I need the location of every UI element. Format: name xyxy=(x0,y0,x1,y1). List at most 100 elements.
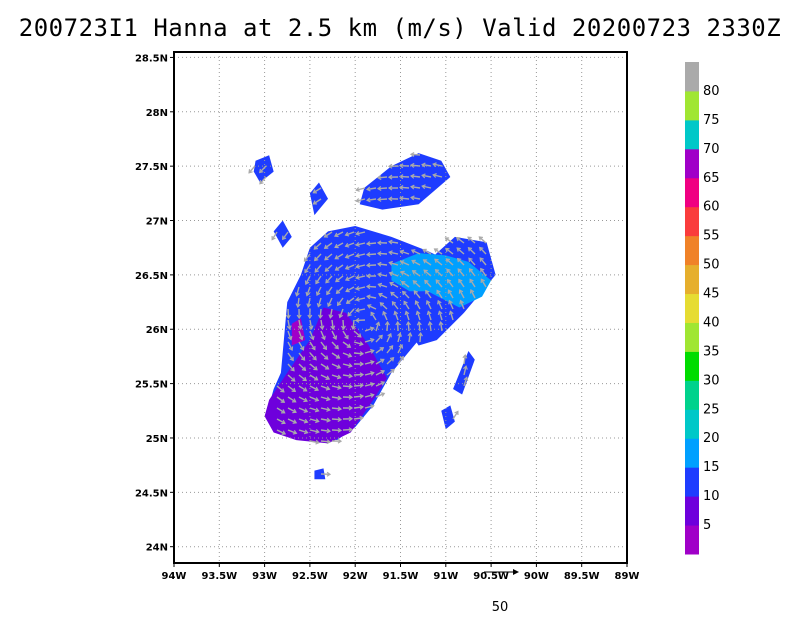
wind-vector xyxy=(320,330,326,340)
wind-vector xyxy=(320,374,330,380)
colorbar-label: 50 xyxy=(703,258,720,273)
wind-vector-head xyxy=(312,189,317,194)
wind-vector-head xyxy=(425,299,431,305)
wind-vector-head xyxy=(370,348,375,354)
wind-vector-head xyxy=(344,265,350,270)
wind-vector-head xyxy=(286,325,292,330)
wind-vector xyxy=(304,264,311,273)
wind-vector xyxy=(375,322,380,332)
colorbar-swatch xyxy=(685,380,699,410)
colorbar-label: 65 xyxy=(703,171,720,186)
wind-vector xyxy=(480,268,487,277)
wind-vector-head xyxy=(398,195,404,201)
wind-vector-head xyxy=(359,341,364,347)
wind-vector xyxy=(287,429,297,434)
wind-vector xyxy=(356,242,366,246)
wind-vector-head xyxy=(304,268,309,274)
wind-vector-head xyxy=(366,197,371,203)
wind-vector xyxy=(364,383,374,387)
wind-vector xyxy=(334,242,344,248)
wind-vector xyxy=(298,330,303,340)
wind-vector-head xyxy=(378,292,383,298)
wind-vector xyxy=(445,247,454,255)
wind-vector xyxy=(331,363,341,369)
lon-tick-label: 92W xyxy=(343,571,368,582)
wind-vector xyxy=(389,261,399,266)
lon-tick-label: 91.5W xyxy=(383,571,419,582)
wind-vector xyxy=(287,407,297,413)
wind-vector-head xyxy=(325,375,331,381)
wind-vector xyxy=(345,264,355,270)
wind-vector-head xyxy=(398,163,404,169)
wind-vector xyxy=(345,242,355,247)
colorbar-swatch xyxy=(685,496,699,526)
wind-vector xyxy=(356,286,366,290)
wind-vector-head xyxy=(355,275,360,280)
wind-vector-head xyxy=(409,173,415,179)
wind-vector xyxy=(347,308,355,317)
colorbar-swatch xyxy=(685,148,699,179)
wind-vector-head xyxy=(436,289,441,295)
wind-vector xyxy=(382,311,388,321)
wind-vector-head xyxy=(359,404,365,410)
wind-vector xyxy=(345,286,355,293)
wind-vector xyxy=(303,253,311,262)
wind-vector-head xyxy=(317,314,323,320)
wind-vector xyxy=(298,363,306,371)
wind-vector xyxy=(295,286,300,296)
wind-vector-head xyxy=(357,333,362,338)
wind-vector-head xyxy=(397,332,402,337)
wind-vector xyxy=(447,279,454,288)
wind-vector-head xyxy=(478,236,484,241)
wind-vector xyxy=(366,253,377,256)
colorbar-swatch xyxy=(685,264,699,295)
wind-vector-head xyxy=(480,267,485,273)
colorbar-label: 20 xyxy=(703,431,720,446)
wind-vector-head xyxy=(355,198,360,203)
wind-vector-head xyxy=(297,325,303,330)
wind-vector xyxy=(353,384,364,387)
wind-vector xyxy=(407,321,410,332)
wind-vector xyxy=(287,352,294,361)
wind-vector xyxy=(377,176,388,179)
colorbar-label: 30 xyxy=(703,373,720,388)
wind-vector-head xyxy=(469,278,474,284)
wind-vector xyxy=(388,240,399,244)
wind-vector-head xyxy=(292,419,298,424)
wind-vector-head xyxy=(370,337,375,343)
wind-vector-head xyxy=(324,365,330,370)
wind-vector xyxy=(316,286,322,296)
wind-vector xyxy=(326,286,333,295)
wind-vector xyxy=(287,363,295,372)
wind-vector xyxy=(345,231,355,236)
wind-vector xyxy=(324,253,333,261)
wind-vector xyxy=(309,363,318,371)
wind-vector xyxy=(423,259,432,266)
colorbar-label: 15 xyxy=(703,460,720,475)
lat-tick-label: 27.5N xyxy=(135,162,168,173)
wind-vector-head xyxy=(379,347,385,352)
wind-vector xyxy=(298,319,302,329)
wind-vector xyxy=(320,440,331,443)
wind-vector-head xyxy=(325,279,330,284)
wind-vector-head xyxy=(344,254,350,259)
wind-vector-head xyxy=(313,256,319,262)
wind-vector xyxy=(467,236,476,244)
wind-vector xyxy=(309,319,313,329)
wind-vector-head xyxy=(359,393,365,399)
wind-vector xyxy=(309,429,319,433)
wind-vector-head xyxy=(376,196,382,202)
wind-vector-head xyxy=(421,173,426,179)
wind-vector xyxy=(456,237,465,244)
wind-vector-head xyxy=(388,260,393,266)
lat-tick-label: 28N xyxy=(146,108,168,119)
wind-vector-head xyxy=(355,285,360,291)
wind-vector-head xyxy=(448,299,453,305)
wind-vector-head xyxy=(326,417,331,423)
wind-vector-head xyxy=(302,376,307,382)
wind-vector-head xyxy=(305,291,311,297)
wind-vector xyxy=(309,374,318,381)
wind-vector-head xyxy=(355,242,360,247)
wind-vector-head xyxy=(347,312,352,317)
wind-vector xyxy=(364,360,374,365)
